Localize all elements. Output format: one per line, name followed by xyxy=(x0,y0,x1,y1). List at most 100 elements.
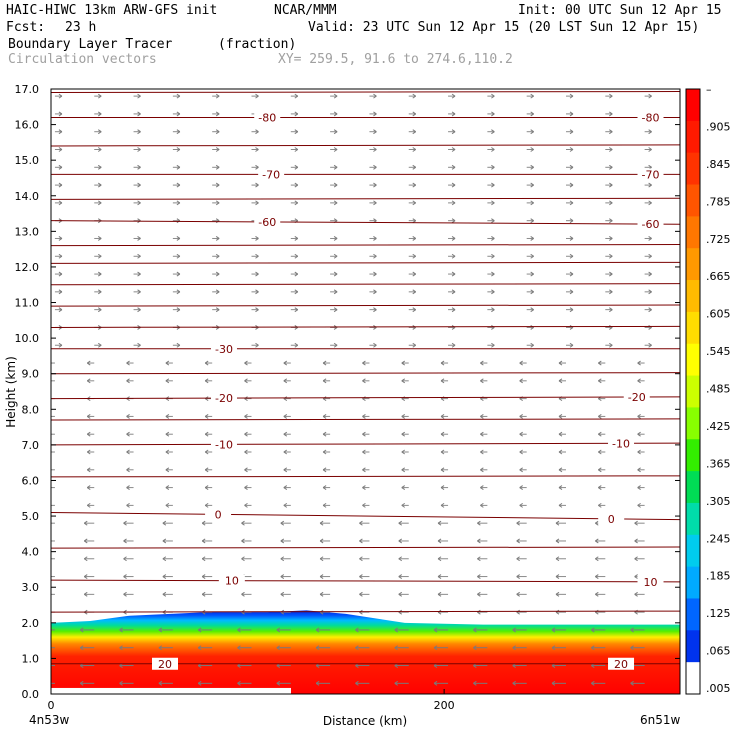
circulation-vector-head xyxy=(333,111,338,117)
circulation-vector-head xyxy=(516,574,520,579)
circulation-vector-head xyxy=(609,129,613,135)
circulation-vector-head xyxy=(648,129,652,135)
circulation-vector-head xyxy=(58,111,63,117)
circulation-vector-head xyxy=(394,645,399,651)
contour-label: -30 xyxy=(215,343,233,356)
colorbar-swatch xyxy=(686,184,700,217)
contour-label-bg xyxy=(218,574,245,587)
circulation-vector-head xyxy=(97,164,102,170)
circulation-vector-head xyxy=(473,680,477,686)
circulation-vector-head xyxy=(569,147,574,152)
circulation-vector-head xyxy=(126,360,130,366)
circulation-vector-head xyxy=(362,485,366,491)
circulation-vector-head xyxy=(373,271,377,277)
colorbar-swatch xyxy=(686,216,700,249)
circulation-vector-head xyxy=(51,414,52,419)
circulation-vector-head xyxy=(280,574,285,579)
circulation-vector-head xyxy=(480,485,484,491)
circulation-vector-head xyxy=(480,502,484,508)
contour-label-bg xyxy=(608,437,635,450)
circulation-vector-head xyxy=(126,378,130,384)
circulation-vector-head xyxy=(519,485,523,491)
circulation-vector-head xyxy=(176,129,181,135)
circulation-vector-head xyxy=(58,93,63,99)
circulation-vector-head xyxy=(569,200,574,206)
circulation-vector-head xyxy=(648,182,652,188)
circulation-vector-head xyxy=(398,591,403,597)
colorbar-label: .065 xyxy=(706,645,731,658)
circulation-vector-head xyxy=(58,236,63,241)
contour-label: 10 xyxy=(225,575,239,588)
temperature-contour xyxy=(51,220,680,225)
circulation-vector-head xyxy=(333,93,338,99)
circulation-vector-head xyxy=(555,591,560,597)
contour-label-bg xyxy=(598,512,625,525)
circulation-vector-head xyxy=(362,378,366,384)
circulation-vector-head xyxy=(165,449,170,455)
circulation-vector-head xyxy=(86,502,91,508)
circulation-vector-head xyxy=(319,556,324,562)
circulation-vector-head xyxy=(51,450,52,454)
temperature-contour xyxy=(51,304,680,307)
circulation-vector-head xyxy=(558,485,563,491)
circulation-vector-head xyxy=(97,271,102,277)
circulation-vector-head xyxy=(355,627,359,633)
circulation-vector-head xyxy=(362,360,366,366)
circulation-vector-head xyxy=(648,271,652,277)
circulation-vector-head xyxy=(283,467,288,473)
circulation-vector-head xyxy=(123,556,127,562)
circulation-vector-head xyxy=(280,591,285,597)
circulation-vector-head xyxy=(491,289,495,295)
circulation-vector-head xyxy=(569,111,574,117)
circulation-vector-head xyxy=(215,129,220,135)
circulation-vector-head xyxy=(440,467,445,473)
circulation-vector-head xyxy=(512,627,516,633)
circulation-vector-head xyxy=(333,236,338,241)
circulation-vector-head xyxy=(315,680,320,686)
circulation-vector-head xyxy=(123,591,127,597)
circulation-vector-head xyxy=(51,467,52,472)
circulation-vector-head xyxy=(437,520,442,526)
circulation-vector-head xyxy=(530,218,534,224)
circulation-vector-head xyxy=(609,289,613,295)
circulation-vector-head xyxy=(204,502,209,508)
vector-field-name: Circulation vectors xyxy=(8,52,157,67)
circulation-vector-head xyxy=(555,538,560,544)
circulation-vector-head xyxy=(451,200,456,206)
circulation-vector-head xyxy=(165,485,170,491)
circulation-vector-head xyxy=(97,182,102,188)
circulation-vector-head xyxy=(204,485,209,491)
circulation-vector-head xyxy=(491,218,495,224)
circulation-vector-head xyxy=(359,538,363,544)
plot-frame xyxy=(50,88,681,695)
circulation-vector-head xyxy=(197,645,202,651)
circulation-vector-head xyxy=(294,200,299,206)
circulation-vector-head xyxy=(609,253,613,259)
circulation-vector-head xyxy=(451,253,456,259)
circulation-vector-head xyxy=(137,93,141,99)
circulation-vector-head xyxy=(137,271,141,277)
circulation-vector-head xyxy=(591,680,595,686)
field-name: Boundary Layer Tracer xyxy=(8,37,173,52)
circulation-vector-head xyxy=(294,253,299,259)
circulation-vector-head xyxy=(255,93,259,99)
circulation-vector-head xyxy=(609,182,613,188)
circulation-vector-head xyxy=(333,307,338,313)
circulation-vector-head xyxy=(333,342,338,348)
circulation-vector-head xyxy=(516,556,520,562)
circulation-vector-head xyxy=(609,200,613,206)
colorbar-label: .845 xyxy=(706,158,731,171)
temperature-contour xyxy=(51,475,680,478)
circulation-vector-head xyxy=(162,574,167,579)
circulation-vector-head xyxy=(412,147,417,152)
circulation-vector-head xyxy=(276,627,281,633)
circulation-vector-head xyxy=(519,467,523,473)
contour-label: -20 xyxy=(628,391,646,404)
colorbar-label: .425 xyxy=(706,420,731,433)
circulation-vector-head xyxy=(637,413,641,419)
circulation-vector-head xyxy=(41,664,44,668)
circulation-vector-head xyxy=(322,502,327,508)
circulation-vector-head xyxy=(176,289,181,295)
contour-label: 0 xyxy=(215,508,222,521)
circulation-vector-head xyxy=(480,431,484,437)
